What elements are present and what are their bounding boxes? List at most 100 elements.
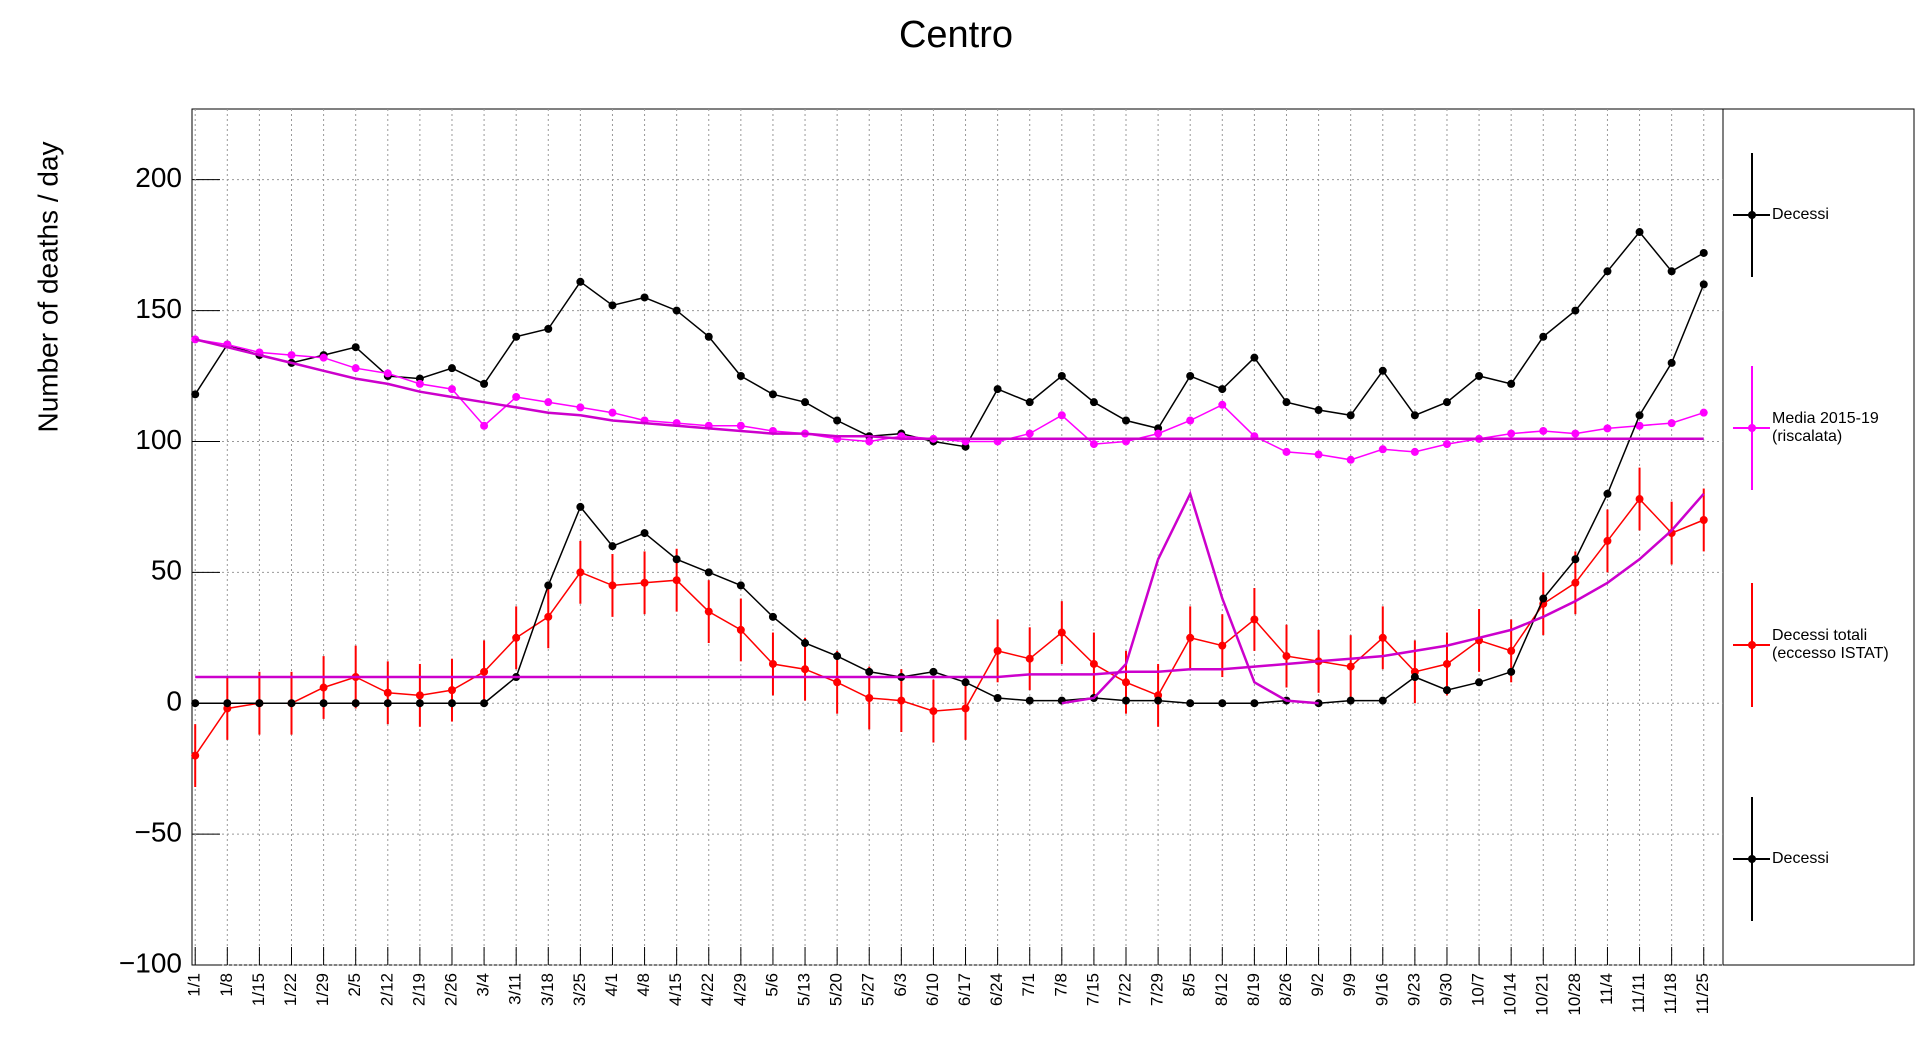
point xyxy=(640,293,649,302)
point xyxy=(1218,699,1227,708)
point xyxy=(383,699,392,708)
point xyxy=(1475,678,1484,687)
point xyxy=(576,277,585,286)
x-tick-label: 4/8 xyxy=(634,973,653,997)
x-tick-label: 8/12 xyxy=(1212,973,1231,1006)
point xyxy=(223,699,232,708)
x-tick-label: 11/11 xyxy=(1629,973,1648,1013)
x-tick-label: 1/8 xyxy=(217,973,236,997)
x-tick-label: 2/5 xyxy=(345,973,364,997)
point xyxy=(865,693,874,702)
point xyxy=(1122,416,1131,425)
x-tick-label: 11/25 xyxy=(1693,973,1712,1014)
point xyxy=(1186,416,1195,425)
point xyxy=(1539,332,1548,341)
point xyxy=(1539,426,1548,435)
x-tick-label: 10/21 xyxy=(1533,973,1552,1016)
point xyxy=(1699,248,1708,257)
point xyxy=(736,625,745,634)
point xyxy=(544,581,553,590)
point xyxy=(512,332,521,341)
point xyxy=(1250,615,1259,624)
point xyxy=(351,343,360,352)
point xyxy=(1282,398,1291,407)
point xyxy=(608,581,617,590)
point xyxy=(319,699,328,708)
point xyxy=(1282,652,1291,661)
x-tick-label: 4/29 xyxy=(730,973,749,1006)
point xyxy=(1603,489,1612,498)
y-tick-label: 50 xyxy=(151,555,182,586)
point xyxy=(608,301,617,310)
legend-marker xyxy=(1748,855,1756,863)
point xyxy=(1603,536,1612,545)
point xyxy=(191,699,200,708)
point xyxy=(1186,633,1195,642)
point xyxy=(1186,699,1195,708)
x-tick-label: 8/26 xyxy=(1276,973,1295,1006)
point xyxy=(1057,628,1066,637)
point xyxy=(1154,429,1163,438)
x-tick-label: 1/1 xyxy=(185,973,204,997)
point xyxy=(736,581,745,590)
point xyxy=(1314,450,1323,459)
point xyxy=(929,667,938,676)
x-tick-label: 10/28 xyxy=(1565,973,1584,1016)
point xyxy=(576,403,585,412)
x-tick-label: 11/18 xyxy=(1661,973,1680,1014)
point xyxy=(801,639,810,648)
x-tick-label: 5/13 xyxy=(795,973,814,1006)
point xyxy=(319,683,328,692)
x-tick-label: 3/18 xyxy=(538,973,557,1006)
series-line xyxy=(194,497,1704,757)
point xyxy=(1089,659,1098,668)
point xyxy=(1410,673,1419,682)
point xyxy=(480,699,489,708)
point xyxy=(1699,408,1708,417)
point xyxy=(704,568,713,577)
point xyxy=(672,306,681,315)
x-tick-label: 1/29 xyxy=(313,973,332,1006)
x-tick-label: 7/15 xyxy=(1083,973,1102,1006)
point xyxy=(512,392,521,401)
point xyxy=(1699,515,1708,524)
point xyxy=(1346,455,1355,464)
point xyxy=(1571,429,1580,438)
x-tick-label: 7/1 xyxy=(1019,973,1038,997)
point xyxy=(1635,411,1644,420)
point xyxy=(1603,267,1612,276)
point xyxy=(447,699,456,708)
point xyxy=(544,612,553,621)
point xyxy=(608,408,617,417)
point xyxy=(833,652,842,661)
point xyxy=(1667,419,1676,428)
point xyxy=(1442,398,1451,407)
point xyxy=(415,691,424,700)
y-tick-label: 200 xyxy=(135,162,182,193)
point xyxy=(961,678,970,687)
point xyxy=(1346,411,1355,420)
point xyxy=(191,390,200,399)
point xyxy=(255,699,264,708)
chart-title: Centro xyxy=(899,14,1013,56)
x-tick-label: 11/4 xyxy=(1597,973,1616,1005)
x-tick-label: 2/19 xyxy=(409,973,428,1006)
legend-marker xyxy=(1748,641,1756,649)
point xyxy=(447,385,456,394)
point xyxy=(961,704,970,713)
point xyxy=(1057,372,1066,381)
x-tick-label: 1/15 xyxy=(249,973,268,1006)
point xyxy=(1378,696,1387,705)
point xyxy=(415,699,424,708)
point xyxy=(1507,429,1516,438)
point xyxy=(736,421,745,430)
point xyxy=(1250,699,1259,708)
point xyxy=(1122,696,1131,705)
point xyxy=(833,678,842,687)
legend-label: Decessi xyxy=(1772,206,1829,223)
y-tick-label: 100 xyxy=(135,424,182,455)
point xyxy=(1667,267,1676,276)
point xyxy=(512,633,521,642)
